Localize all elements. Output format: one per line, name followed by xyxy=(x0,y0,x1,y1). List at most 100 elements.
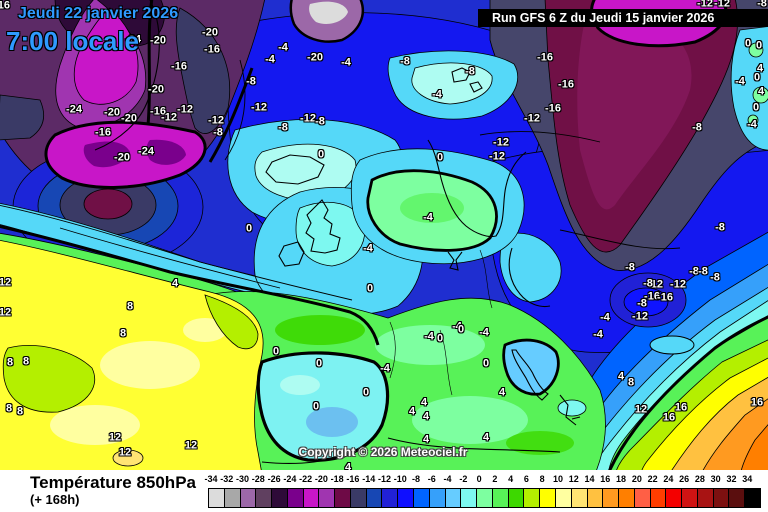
temp-value-label: -16 xyxy=(657,291,673,304)
scale-color-cell xyxy=(696,488,714,508)
temp-value-label: -12 xyxy=(524,112,540,125)
temp-value-label: -8 xyxy=(465,65,475,78)
temp-value-label: 8 xyxy=(6,356,14,369)
temp-value-label: 0 xyxy=(312,400,320,413)
temp-value-label: -12 xyxy=(489,150,505,163)
scale-color-cell xyxy=(208,488,225,508)
temp-value-label: -12 xyxy=(493,136,509,149)
temp-value-label: 12 xyxy=(184,439,198,452)
temp-value-label: -8 xyxy=(315,115,325,128)
temp-value-label: 16 xyxy=(750,396,764,409)
scale-tick-label: -18 xyxy=(330,474,344,484)
temp-value-label: 12 xyxy=(0,276,12,289)
scale-color-cell xyxy=(633,488,651,508)
scale-color-cell xyxy=(728,488,746,508)
forecast-lead-time: (+ 168h) xyxy=(30,492,80,507)
temperature-color-scale: -34 -32 -30 -28 -26 -24 -22 -20 -18 -16 -14 -12 -10-… xyxy=(204,474,764,510)
temp-value-label: 12 xyxy=(634,403,648,416)
scale-tick-label: -22 xyxy=(299,474,313,484)
scale-tick-label: 20 xyxy=(631,474,642,484)
temp-value-label: 0 xyxy=(744,37,752,50)
temp-value-label: -16 xyxy=(171,60,187,73)
scale-color-cell xyxy=(381,488,399,508)
scale-color-cell xyxy=(570,488,588,508)
temp-value-label: -4 xyxy=(747,118,757,131)
temp-value-label: 0 xyxy=(317,148,325,161)
scale-color-cell xyxy=(255,488,273,508)
temp-value-label: -12 xyxy=(161,111,177,124)
temp-value-label: 0 xyxy=(753,71,761,84)
temp-value-label: 12 xyxy=(0,306,12,319)
temp-value-label: -4 xyxy=(600,311,610,324)
temp-value-label: -4 xyxy=(363,242,373,255)
scale-color-cell xyxy=(618,488,635,508)
temp-value-label: 4 xyxy=(422,433,430,446)
temp-value-label: -8 xyxy=(692,121,702,134)
temp-value-label: -8 xyxy=(710,271,720,284)
scale-tick-label: 22 xyxy=(647,474,658,484)
temperature-field xyxy=(0,0,768,470)
scale-color-cell xyxy=(334,488,351,508)
scale-tick-label: 16 xyxy=(600,474,611,484)
temp-value-label: -4 xyxy=(341,56,351,69)
temp-value-label: -4 xyxy=(423,211,433,224)
temp-value-label: 8 xyxy=(119,327,127,340)
map-canvas: -16-20-16-24-20-16-20-24-20-12-16-12-20-… xyxy=(0,0,768,470)
temp-value-label: -4 xyxy=(265,53,275,66)
scale-color-cell xyxy=(602,488,620,508)
temp-value-label: -8 xyxy=(400,55,410,68)
scale-color-cell xyxy=(223,488,241,508)
temp-value-label: 8 xyxy=(627,376,635,389)
temp-value-label: -4 xyxy=(735,75,745,88)
temp-value-label: -16 xyxy=(545,102,561,115)
scale-tick-label: 2 xyxy=(492,474,498,484)
scale-tick-label: -4 xyxy=(443,474,452,484)
temp-value-label: -8 xyxy=(278,121,288,134)
temp-value-label: 8 xyxy=(126,300,134,313)
temp-value-label: 0 xyxy=(436,332,444,345)
scale-tick-label: 10 xyxy=(552,474,563,484)
scale-tick-label: 14 xyxy=(584,474,595,484)
copyright-watermark: Copyright © 2026 Meteociel.fr xyxy=(298,445,468,459)
temp-value-label: -8 xyxy=(625,261,635,274)
temp-value-label: 0 xyxy=(755,39,763,52)
scale-tick-label: 26 xyxy=(679,474,690,484)
temp-value-label: 16 xyxy=(674,401,688,414)
temp-value-label: -4 xyxy=(452,320,462,333)
temp-value-label: 0 xyxy=(457,323,465,336)
temp-value-label: -8 xyxy=(715,221,725,234)
temp-value-label: -12 xyxy=(647,278,663,291)
temp-value-label: -16 xyxy=(644,290,660,303)
temp-value-label: 4 xyxy=(344,461,352,470)
scale-color-cell xyxy=(507,488,525,508)
temp-value-label: 8 xyxy=(22,355,30,368)
temp-value-label: 4 xyxy=(422,410,430,423)
temp-value-label: 0 xyxy=(752,101,760,114)
temp-value-label: -4 xyxy=(432,88,442,101)
temperature-field-svg xyxy=(0,0,768,470)
scale-color-cell xyxy=(665,488,683,508)
temp-value-label: -16 xyxy=(204,43,220,56)
temp-value-label: 4 xyxy=(617,370,625,383)
scale-color-cell xyxy=(491,488,509,508)
temp-value-label: 8 xyxy=(16,405,24,418)
temp-value-label: -4 xyxy=(593,328,603,341)
scale-color-cell xyxy=(554,488,572,508)
temp-value-label: -16 xyxy=(558,78,574,91)
scale-color-cell xyxy=(271,488,288,508)
temp-value-label: -8 xyxy=(246,75,256,88)
scale-color-cell xyxy=(318,488,336,508)
forecast-date: Jeudi 22 janvier 2026 xyxy=(18,5,179,22)
scale-color-cell xyxy=(539,488,556,508)
temp-value-label: -20 xyxy=(104,106,120,119)
temp-value-label: -4 xyxy=(479,326,489,339)
legend-panel: Température 850hPa (+ 168h) -34 -32 -30 -28… xyxy=(0,470,768,512)
scale-color-cell xyxy=(649,488,667,508)
scale-tick-label: -6 xyxy=(427,474,436,484)
temp-value-label: 0 xyxy=(245,222,253,235)
temp-value-label: -8 xyxy=(637,297,647,310)
scale-color-cell xyxy=(239,488,257,508)
temp-value-label: -16 xyxy=(95,126,111,139)
scale-color-cell xyxy=(460,488,478,508)
